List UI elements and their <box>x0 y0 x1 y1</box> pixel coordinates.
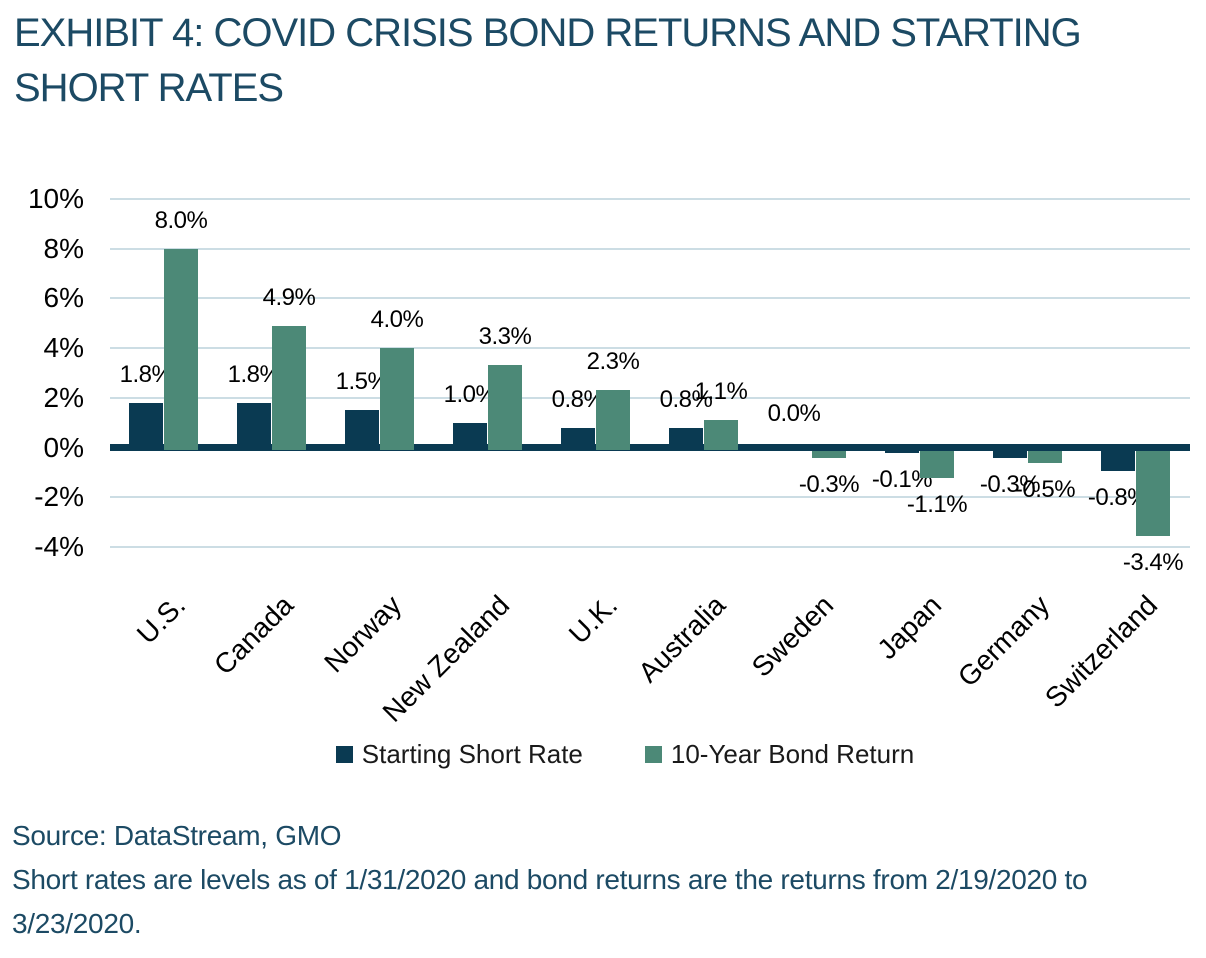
legend-swatch-short_rate <box>335 745 353 763</box>
y-axis-tick-label: 2% <box>43 381 84 413</box>
y-axis-tick-label: 6% <box>43 282 84 314</box>
bar-10-year-bond-return <box>272 325 306 451</box>
bar-starting-short-rate <box>885 451 919 454</box>
legend-label: 10-Year Bond Return <box>670 739 915 769</box>
bar-10-year-bond-return <box>164 248 198 451</box>
bar-value-label: 0.8% <box>551 385 605 413</box>
gridline <box>110 545 1190 548</box>
bar-starting-short-rate <box>993 451 1027 459</box>
bar-value-label: -0.3% <box>798 471 860 499</box>
exhibit-title: EXHIBIT 4: COVID CRISIS BOND RETURNS AND… <box>14 11 1082 110</box>
legend-item: 10-Year Bond Return <box>644 739 915 769</box>
bar-10-year-bond-return <box>488 365 522 451</box>
gridline <box>110 198 1190 200</box>
bar-10-year-bond-return <box>596 390 630 451</box>
bar-10-year-bond-return <box>920 451 954 479</box>
y-axis-tick-label: 8% <box>43 232 84 264</box>
bar-value-label: 2.3% <box>586 348 640 376</box>
bar-value-label: 0.8% <box>659 385 713 413</box>
bar-value-label: 4.9% <box>262 283 316 311</box>
y-axis-tick-label: -2% <box>34 481 84 513</box>
zero-axis-line <box>110 444 1190 451</box>
gridline <box>110 396 1190 399</box>
bar-value-label: 4.0% <box>370 306 424 334</box>
bar-10-year-bond-return <box>812 451 846 459</box>
chart-legend: Starting Short Rate 10-Year Bond Return <box>85 739 1165 769</box>
bar-starting-short-rate <box>237 402 271 451</box>
bar-10-year-bond-return <box>1028 451 1062 464</box>
bar-value-label: -0.5% <box>1014 476 1076 504</box>
bar-value-label: 1.8% <box>227 360 281 388</box>
legend-swatch-bond_return <box>644 745 662 763</box>
bar-value-label: 0.0% <box>767 399 821 427</box>
bar-value-label: 1.0% <box>443 380 497 408</box>
bar-10-year-bond-return <box>380 348 414 451</box>
gridline <box>110 297 1190 300</box>
source-line: Source: DataStream, GMO <box>12 820 342 851</box>
bar-starting-short-rate <box>669 427 703 451</box>
legend-label: Starting Short Rate <box>361 739 583 769</box>
y-axis-tick-label: 10% <box>27 183 84 214</box>
bar-value-label: 8.0% <box>154 206 208 234</box>
bar-value-label: 3.3% <box>478 323 532 351</box>
gridline <box>110 247 1190 250</box>
y-axis-tick-label: 0% <box>43 431 84 463</box>
bar-starting-short-rate <box>1101 451 1135 471</box>
gridline <box>110 347 1190 350</box>
y-axis-tick-label: -4% <box>34 530 84 562</box>
bar-starting-short-rate <box>453 422 487 451</box>
bar-value-label: 1.5% <box>335 368 389 396</box>
bar-10-year-bond-return <box>1136 451 1170 536</box>
bar-starting-short-rate <box>561 427 595 451</box>
bar-value-label: -1.1% <box>906 491 968 519</box>
gridline <box>110 496 1190 499</box>
chart-footnote: Source: DataStream, GMO Short rates are … <box>12 814 1172 946</box>
bar-value-label: 1.1% <box>694 378 748 406</box>
bar-value-label: 1.8% <box>119 360 173 388</box>
y-axis-tick-label: 4% <box>43 332 84 364</box>
bar-value-label: -3.4% <box>1122 548 1184 576</box>
bar-value-label: -0.3% <box>979 471 1041 499</box>
bar-starting-short-rate <box>345 410 379 451</box>
note-line: Short rates are levels as of 1/31/2020 a… <box>12 864 1088 939</box>
bar-10-year-bond-return <box>704 420 738 451</box>
bar-starting-short-rate <box>129 402 163 451</box>
legend-item: Starting Short Rate <box>335 739 583 769</box>
